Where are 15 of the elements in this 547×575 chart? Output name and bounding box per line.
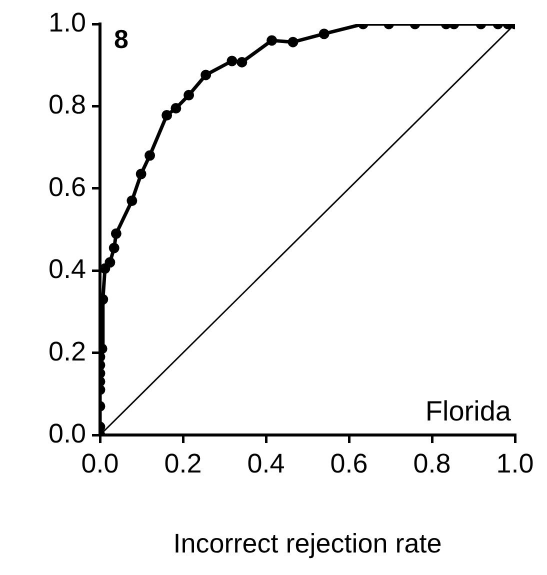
x-tick-label: 0.6 [330, 448, 368, 479]
x-tick-label: 1.0 [496, 448, 534, 479]
y-tick-label: 0.2 [48, 336, 86, 366]
x-axis-title: Incorrect rejection rate [173, 528, 442, 558]
x-tick-label: 0.0 [81, 448, 119, 479]
y-tick-label: 0.6 [48, 172, 86, 202]
x-tick-label: 0.2 [164, 448, 202, 479]
x-tick-label: 0.4 [247, 448, 285, 479]
y-tick-label: 0.4 [48, 254, 86, 284]
y-tick-label: 0.8 [48, 90, 86, 120]
annotation: Florida [425, 396, 512, 427]
y-tick-label: 0.0 [48, 418, 86, 448]
annotation: 8 [114, 24, 128, 54]
y-tick-label: 1.0 [48, 7, 86, 38]
x-tick-label: 0.8 [413, 448, 451, 479]
